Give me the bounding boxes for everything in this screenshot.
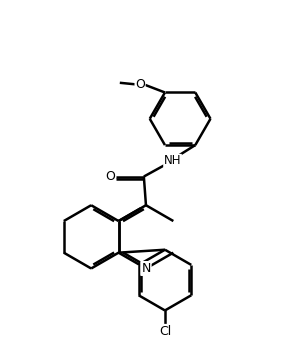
Text: N: N xyxy=(141,262,151,275)
Text: Cl: Cl xyxy=(159,324,171,338)
Text: NH: NH xyxy=(164,154,181,167)
Text: O: O xyxy=(105,170,115,183)
Text: O: O xyxy=(135,77,145,91)
